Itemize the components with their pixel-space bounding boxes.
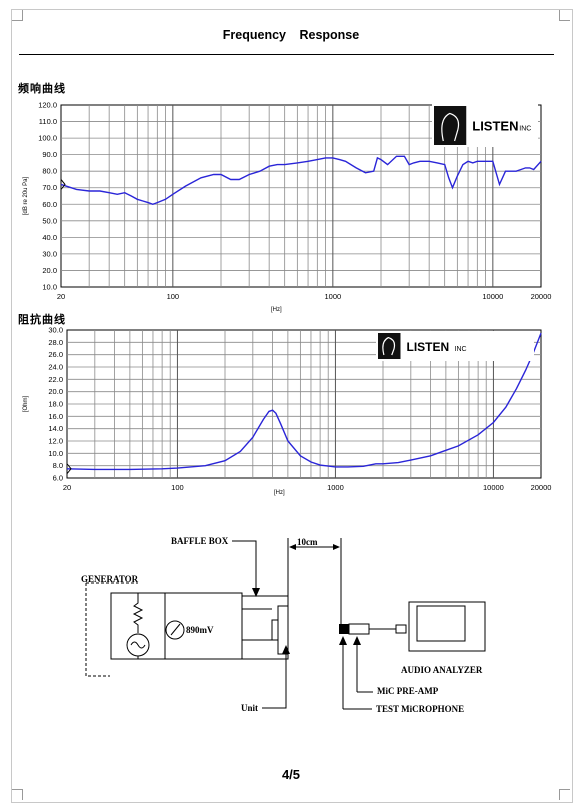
- x-tick-label: 10000: [483, 483, 504, 492]
- crop-mark-bottom-left: [12, 789, 23, 800]
- microphone-head-icon: [339, 624, 349, 634]
- unit-arrow: [262, 650, 287, 709]
- baffle-box: [241, 595, 289, 660]
- impedance-section-title: 阻抗曲线: [18, 313, 66, 326]
- series-line: [66, 332, 542, 471]
- voltmeter-needle-icon: [170, 623, 181, 636]
- x-tick-label: 10000: [482, 292, 503, 301]
- y-tick-label: 50.0: [42, 216, 57, 225]
- y-axis-label: [Ohm]: [23, 396, 29, 413]
- plot-frame: [60, 104, 542, 288]
- unit-label: Unit: [241, 703, 258, 713]
- y-tick-label: 90.0: [42, 150, 57, 159]
- y-tick-label: 6.0: [53, 474, 63, 483]
- voltmeter-icon: [165, 620, 185, 640]
- x-tick-label: 20000: [531, 483, 552, 492]
- y-tick-label: 30.0: [48, 326, 63, 335]
- mic-preamp-label: MiC PRE-AMP: [377, 686, 439, 696]
- logo-suffix-text: INC: [519, 126, 531, 133]
- y-tick-label: 8.0: [53, 461, 63, 470]
- test-microphone-label: TEST MiCROPHONE: [376, 704, 464, 714]
- resistor-icon: [132, 593, 144, 633]
- x-axis-label: [Hz]: [271, 307, 282, 313]
- start-marker: [60, 179, 66, 190]
- y-tick-label: 30.0: [42, 249, 57, 258]
- y-tick-label: 40.0: [42, 233, 57, 242]
- audio-analyzer-box: [408, 601, 486, 652]
- y-tick-label: 10.0: [48, 449, 63, 458]
- y-tick-label: 16.0: [48, 412, 63, 421]
- x-tick-label: 20000: [531, 292, 552, 301]
- voltage-label: 890mV: [186, 625, 214, 635]
- mic-connector-icon: [395, 624, 407, 634]
- dimension-arrowhead-left: [289, 544, 296, 550]
- audio-analyzer-label: AUDIO ANALYZER: [401, 665, 483, 675]
- frequency-section-title: 频响曲线: [18, 82, 66, 95]
- y-tick-label: 10.0: [42, 283, 57, 292]
- dimension-arrowhead-right: [333, 544, 340, 550]
- crop-mark-top-right: [559, 10, 570, 21]
- analyzer-screen-icon: [416, 605, 466, 642]
- logo-brand-text: LISTEN: [472, 119, 518, 134]
- baffle-box-label: BAFFLE BOX: [171, 536, 229, 546]
- y-tick-label: 28.0: [48, 338, 63, 347]
- logo-face-outline: [382, 336, 396, 356]
- x-tick-label: 100: [171, 483, 184, 492]
- baffle-box-arrowhead: [252, 588, 260, 597]
- listen-logo: LISTEN INC: [376, 331, 534, 361]
- microphone-body-icon: [348, 623, 370, 635]
- logo-face-outline: [441, 112, 460, 142]
- listen-logo: LISTEN INC: [432, 104, 538, 147]
- page-frame: [11, 9, 573, 803]
- sine-wave-icon: [130, 641, 146, 649]
- generator-label: GENERATOR: [81, 574, 139, 584]
- x-tick-label: 20: [57, 292, 65, 301]
- page-title: Frequency Response: [222, 28, 360, 42]
- y-tick-label: 120.0: [38, 101, 57, 110]
- logo-brand-text: LISTEN: [407, 340, 450, 354]
- x-axis-label: [Hz]: [274, 490, 285, 496]
- unit-arrowhead: [282, 645, 290, 654]
- page-number: 4/5: [281, 767, 301, 782]
- y-tick-label: 18.0: [48, 400, 63, 409]
- chart-frequency-response: 120.0 110.0 100.0 90.0 80.0 70.0 60.0 50.0 40.0 3…: [23, 101, 551, 314]
- series-line: [60, 155, 542, 206]
- logo-suffix-text: INC: [455, 346, 467, 353]
- y-tick-label: 12.0: [48, 437, 63, 446]
- start-marker: [66, 463, 72, 475]
- crop-mark-bottom-right: [559, 789, 570, 800]
- logo-background: [376, 331, 534, 361]
- y-tick-label: 14.0: [48, 424, 63, 433]
- y-tick-label: 20.0: [42, 266, 57, 275]
- y-tick-label: 22.0: [48, 375, 63, 384]
- x-tick-label: 20: [63, 483, 71, 492]
- baffle-box-arrow: [232, 540, 257, 592]
- generator-circuit-box: [110, 592, 243, 660]
- y-tick-label: 100.0: [38, 134, 57, 143]
- y-tick-label: 110.0: [39, 117, 57, 126]
- chart-impedance: 30.0 28.0 26.0 24.0 22.0 20.0 18.0 16.0 14.0 12.0…: [23, 326, 551, 497]
- speaker-magnet-icon: [271, 619, 279, 641]
- y-tick-label: 70.0: [42, 183, 57, 192]
- x-tick-label: 100: [167, 292, 180, 301]
- y-tick-label: 60.0: [42, 200, 57, 209]
- y-axis-label: [dB re 20u Pa]: [23, 176, 29, 215]
- logo-head-icon: [434, 106, 467, 145]
- crop-mark-top-left: [12, 10, 23, 21]
- x-tick-label: 1000: [327, 483, 344, 492]
- y-tick-label: 26.0: [48, 350, 63, 359]
- y-tick-label: 20.0: [48, 387, 63, 396]
- header-rule: [19, 54, 554, 55]
- generator-dashed-line: [85, 583, 110, 677]
- distance-label: 10cm: [297, 537, 318, 547]
- y-tick-label: 80.0: [42, 167, 57, 176]
- x-tick-label: 1000: [324, 292, 341, 301]
- y-tick-label: 24.0: [48, 363, 63, 372]
